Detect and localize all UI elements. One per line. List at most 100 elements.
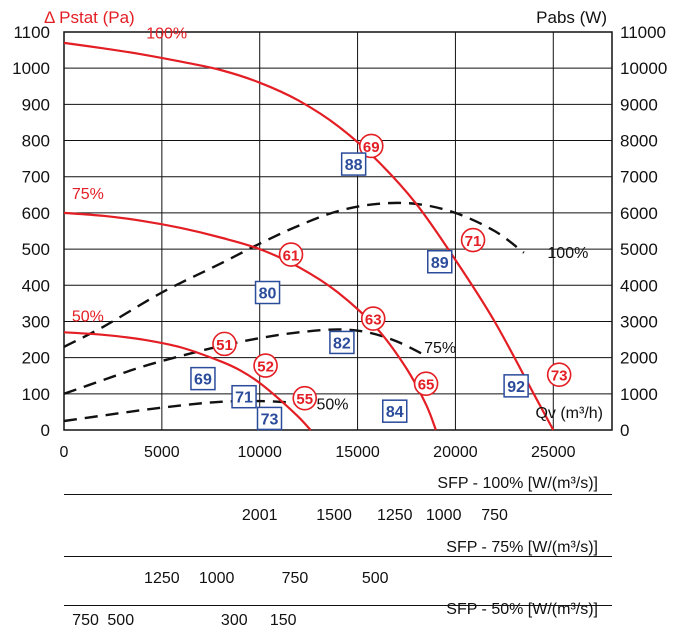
pressure-curve-50pct <box>63 331 312 431</box>
noise-marker-circle <box>253 353 278 378</box>
right-tick-label: 10000 <box>620 59 667 78</box>
noise-marker-label: 51 <box>216 337 233 354</box>
efficiency-marker-label: 88 <box>345 157 363 174</box>
x-tick-label: 5000 <box>144 444 180 461</box>
noise-marker-circle <box>413 371 439 396</box>
power-curve-100pct <box>63 201 525 348</box>
x-tick-label: 20000 <box>433 444 478 461</box>
sfp-scale-tick-label: 1000 <box>425 507 462 524</box>
sfp-scale-tick-label: 750 <box>72 612 99 629</box>
left-tick-label: 600 <box>22 204 50 223</box>
noise-marker-label: 55 <box>296 391 313 408</box>
noise-marker-label: 63 <box>365 312 382 329</box>
right-tick-label: 6000 <box>620 204 658 223</box>
right-tick-label: 5000 <box>620 240 658 259</box>
sfp-scale-title: SFP - 75% [W/(m³/s)] <box>446 539 598 556</box>
efficiency-marker-box <box>231 384 257 409</box>
noise-marker-circle <box>546 362 572 387</box>
efficiency-marker: 71 <box>231 384 257 409</box>
efficiency-marker: 84 <box>382 399 408 423</box>
efficiency-marker: 88 <box>340 152 367 176</box>
efficiency-marker-label: 82 <box>333 335 351 352</box>
noise-marker-label: 52 <box>257 359 274 376</box>
noise-marker-circle <box>278 242 304 267</box>
sfp-scale-tick-label: 500 <box>107 612 135 629</box>
x-axis-label: Qv (m³/h) <box>535 405 603 422</box>
sfp-scale-tick-label: 1250 <box>376 507 413 524</box>
noise-marker-circle <box>460 227 486 253</box>
pressure-series-label: 100% <box>146 26 187 43</box>
sfp-scale-rule <box>64 605 612 606</box>
efficiency-marker-label: 89 <box>431 255 449 272</box>
noise-marker-label: 65 <box>418 377 435 394</box>
noise-marker: 69 <box>358 133 384 159</box>
x-tick-label: 15000 <box>335 444 380 461</box>
sfp-scale-tick-label: 750 <box>281 570 309 587</box>
pressure-series-label: 50% <box>72 308 104 325</box>
efficiency-marker: 92 <box>503 374 529 398</box>
efficiency-marker: 73 <box>256 406 283 431</box>
right-tick-label: 0 <box>620 421 629 440</box>
efficiency-marker: 80 <box>254 280 281 305</box>
left-tick-label: 500 <box>22 240 50 259</box>
left-tick-label: 800 <box>22 132 50 151</box>
left-tick-label: 1000 <box>12 59 50 78</box>
power-series-label: 100% <box>547 245 588 262</box>
noise-marker: 71 <box>460 227 486 253</box>
left-tick-label: 400 <box>22 276 50 295</box>
right-tick-label: 9000 <box>620 95 658 114</box>
efficiency-marker-box <box>427 250 453 274</box>
left-tick-label: 0 <box>41 421 50 440</box>
efficiency-marker-label: 69 <box>194 372 212 389</box>
x-tick-label: 25000 <box>531 444 576 461</box>
sfp-scale-tick-label: 1250 <box>144 570 180 587</box>
efficiency-marker-label: 92 <box>507 379 525 396</box>
pressure-curve-100pct <box>63 41 555 431</box>
noise-marker-label: 69 <box>363 139 380 156</box>
noise-marker: 52 <box>253 353 278 378</box>
noise-marker: 61 <box>278 242 304 267</box>
sfp-scale-title: SFP - 50% [W/(m³/s)] <box>446 601 598 618</box>
noise-marker-circle <box>212 331 237 357</box>
right-tick-label: 1000 <box>620 385 658 404</box>
noise-marker: 73 <box>546 362 572 387</box>
efficiency-marker-label: 84 <box>386 404 404 421</box>
noise-marker: 65 <box>413 371 439 396</box>
right-tick-label: 8000 <box>620 132 658 151</box>
noise-marker-label: 71 <box>465 233 482 250</box>
sfp-scale-title: SFP - 100% [W/(m³/s)] <box>437 475 598 492</box>
efficiency-marker-box <box>329 330 355 355</box>
right-tick-label: 11000 <box>620 23 666 42</box>
left-tick-label: 300 <box>22 312 50 331</box>
plot-area <box>64 32 612 430</box>
noise-marker: 51 <box>212 331 237 357</box>
efficiency-marker-box <box>190 366 216 391</box>
left-tick-label: 1100 <box>13 23 50 42</box>
noise-marker: 55 <box>292 385 318 411</box>
noise-marker: 63 <box>360 306 386 331</box>
efficiency-marker: 89 <box>427 250 453 274</box>
noise-marker-circle <box>360 306 386 331</box>
power-curve-75pct <box>63 328 427 395</box>
sfp-scale-tick-label: 2001 <box>241 507 278 524</box>
right-tick-label: 3000 <box>620 312 658 331</box>
noise-marker-circle <box>358 133 384 159</box>
sfp-scale-tick-label: 150 <box>269 612 297 629</box>
noise-marker-label: 73 <box>551 368 568 385</box>
left-tick-label: 900 <box>22 95 50 114</box>
efficiency-marker: 82 <box>329 330 355 355</box>
x-tick-label: 10000 <box>237 444 282 461</box>
pressure-series-label: 75% <box>72 186 104 203</box>
x-tick-label: 0 <box>60 444 69 461</box>
left-tick-label: 200 <box>22 349 50 368</box>
power-series-label: 75% <box>424 340 456 357</box>
sfp-scale-tick-label: 1500 <box>316 507 352 524</box>
sfp-scale-tick-label: 300 <box>220 612 248 629</box>
right-axis-label: Pabs (W) <box>536 8 607 27</box>
efficiency-marker-box <box>256 406 283 431</box>
plot-frame <box>63 31 613 431</box>
efficiency-marker-label: 71 <box>235 390 253 407</box>
sfp-scale-tick-label: 750 <box>481 507 508 524</box>
efficiency-marker-box <box>254 280 281 305</box>
